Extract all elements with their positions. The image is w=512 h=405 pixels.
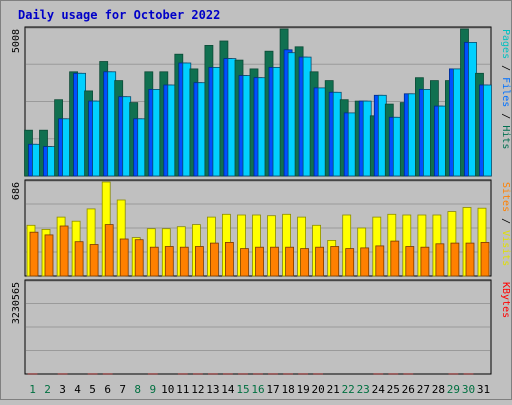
panel-visits-axis-label-part-2: Visits [500,230,511,266]
bar-sites-day-5 [90,245,98,277]
bar-sites-day-17 [271,247,279,276]
x-tick-day-13: 13 [206,383,219,396]
x-tick-day-26: 26 [402,383,415,396]
x-tick-day-31: 31 [477,383,490,396]
bar-sites-day-6 [105,225,113,276]
panel-visits-axis-label-part-0: Sites [500,182,511,212]
x-tick-day-8: 8 [134,383,141,396]
x-tick-day-11: 11 [176,383,189,396]
bar-sites-day-25 [391,241,399,276]
bar-sites-day-10 [165,247,173,277]
x-tick-day-30: 30 [462,383,475,396]
bar-sites-day-26 [406,247,414,277]
bar-sites-day-24 [376,246,384,276]
x-tick-day-12: 12 [191,383,204,396]
x-tick-day-3: 3 [59,383,66,396]
panel-kbytes-axis-label: KBytes [500,282,511,318]
bar-sites-day-1 [30,232,38,276]
bar-sites-day-9 [150,247,158,276]
bar-sites-day-21 [331,247,339,277]
panel-hits-ymax-label: 5008 [11,29,22,53]
bar-sites-day-27 [421,247,429,276]
bar-sites-day-13 [210,243,218,276]
x-tick-day-22: 22 [342,383,355,396]
x-tick-day-2: 2 [44,383,51,396]
panel-hits-axis-label-part-3: / [500,107,511,125]
panel-visits-axis-label-part-1: / [500,212,511,230]
x-tick-day-18: 18 [281,383,294,396]
x-tick-day-29: 29 [447,383,460,396]
panel-hits-axis-label-part-0: Pages [500,29,511,59]
x-tick-day-17: 17 [266,383,279,396]
bar-sites-day-22 [346,249,354,276]
bar-sites-day-23 [361,248,369,276]
x-tick-day-14: 14 [221,383,235,396]
bar-sites-day-31 [481,242,489,276]
x-tick-day-25: 25 [387,383,400,396]
bar-sites-day-11 [180,247,188,276]
x-tick-day-1: 1 [29,383,36,396]
x-tick-day-28: 28 [432,383,445,396]
panel-hits-axis-label: Pages / Files / Hits [500,29,511,149]
bar-sites-day-28 [436,244,444,276]
bar-sites-day-2 [45,235,53,276]
bar-sites-day-30 [466,243,474,276]
bar-sites-day-7 [120,239,128,276]
x-tick-day-7: 7 [119,383,126,396]
panel-hits-axis-label-part-4: Hits [500,125,511,149]
x-tick-day-23: 23 [357,383,370,396]
x-tick-day-9: 9 [149,383,156,396]
bar-sites-day-14 [225,242,233,276]
bar-sites-day-12 [195,247,203,277]
bar-sites-day-20 [316,247,324,276]
x-tick-day-6: 6 [104,383,111,396]
x-tick-day-21: 21 [327,383,340,396]
panel-kbytes-ymax-label: 3230565 [11,282,22,324]
bar-pages-day-31 [484,85,492,176]
chart-title: Daily usage for October 2022 [18,8,220,22]
bar-sites-day-3 [60,226,68,276]
panel-hits-axis-label-part-2: Files [500,77,511,107]
bar-sites-day-29 [451,243,459,276]
bar-sites-day-18 [286,247,294,276]
x-tick-day-15: 15 [236,383,249,396]
x-tick-day-5: 5 [89,383,96,396]
bar-sites-day-19 [301,249,309,276]
bar-sites-day-16 [256,247,264,276]
bar-sites-day-4 [75,242,83,276]
x-tick-day-24: 24 [372,383,386,396]
x-tick-day-10: 10 [161,383,174,396]
x-tick-day-16: 16 [251,383,264,396]
bar-sites-day-8 [135,240,143,276]
x-tick-day-27: 27 [417,383,430,396]
x-tick-day-20: 20 [311,383,324,396]
panel-visits-ymax-label: 686 [11,182,22,200]
x-tick-day-19: 19 [296,383,309,396]
panel-kbytes-axis-label-part-0: KBytes [500,282,511,318]
panel-visits-axis-label: Sites / Visits [500,182,511,266]
x-tick-day-4: 4 [74,383,81,396]
bar-sites-day-15 [241,249,249,276]
panel-hits-axis-label-part-1: / [500,59,511,77]
